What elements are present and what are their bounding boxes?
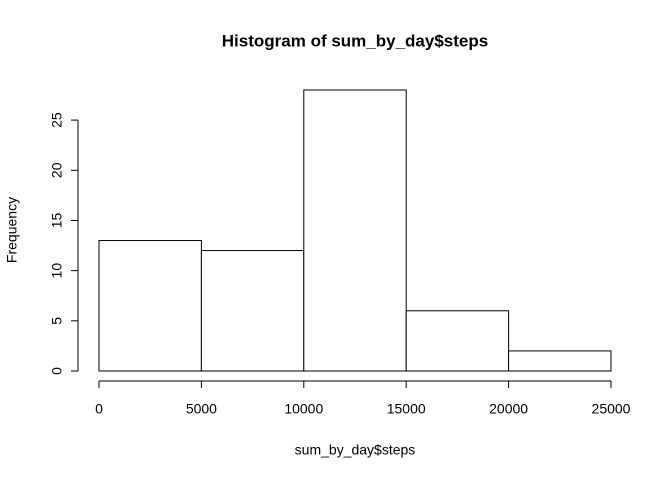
y-axis-label: Frequency [4, 197, 20, 263]
x-tick-label: 15000 [387, 401, 426, 417]
bar [303, 89, 407, 372]
y-tick-label: 0 [49, 367, 65, 375]
x-tick-label: 25000 [592, 401, 631, 417]
y-tick-label: 10 [49, 263, 65, 279]
bar [98, 240, 202, 372]
y-tick-label: 20 [49, 162, 65, 178]
y-tick-label: 15 [49, 212, 65, 228]
x-tick-label: 20000 [489, 401, 528, 417]
y-tick-label: 5 [49, 317, 65, 325]
x-tick-label: 5000 [186, 401, 217, 417]
x-tick-label: 10000 [284, 401, 323, 417]
x-tick-label: 0 [95, 401, 103, 417]
bar [200, 250, 305, 372]
y-tick-label: 25 [49, 112, 65, 128]
chart-title: Histogram of sum_by_day$steps [222, 31, 488, 50]
x-axis-label: sum_by_day$steps [295, 442, 416, 458]
bar [405, 310, 510, 372]
bar [508, 350, 612, 372]
